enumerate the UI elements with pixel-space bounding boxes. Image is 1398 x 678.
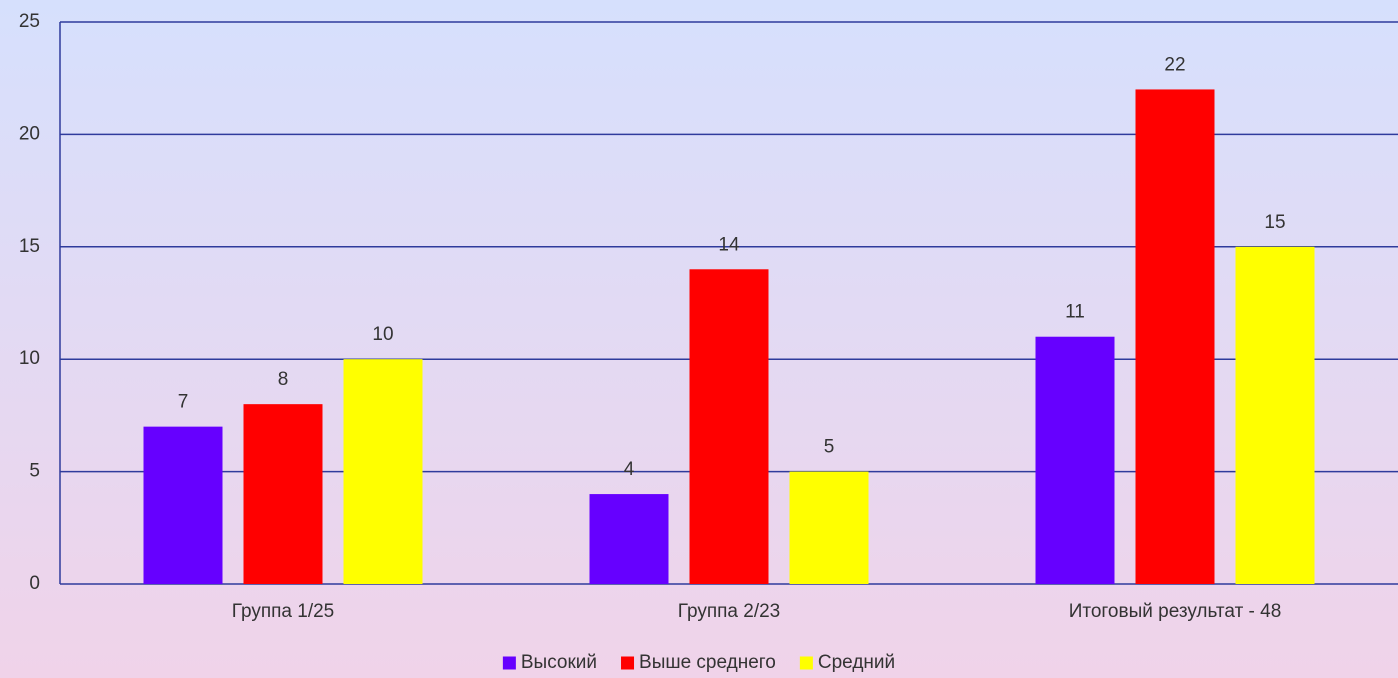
data-label: 14 [718,234,740,255]
y-tick-label: 5 [29,461,40,482]
y-tick-label: 15 [19,236,40,257]
bar [789,471,869,584]
x-tick-label: Группа 1/25 [232,601,334,622]
legend-swatch [799,656,813,670]
data-label: 4 [624,459,635,480]
bar [243,404,323,584]
y-tick-label: 25 [19,11,40,32]
bar [343,359,423,584]
data-label: 10 [372,324,393,345]
x-tick-label: Группа 2/23 [678,601,780,622]
legend-swatch [621,656,635,670]
y-tick-label: 20 [19,123,40,144]
legend-label: Выше среднего [639,652,776,673]
legend-label: Средний [818,652,895,673]
y-tick-label: 10 [19,348,40,369]
legend-swatch [502,656,516,670]
bar [589,494,669,584]
data-label: 22 [1164,54,1185,75]
bar [1135,89,1215,584]
bar [1235,246,1315,585]
data-label: 5 [824,437,835,458]
data-label: 15 [1264,212,1285,233]
data-label: 7 [178,392,189,413]
data-label: 8 [278,369,289,390]
data-label: 11 [1065,302,1085,323]
legend-label: Высокий [521,652,597,673]
bar [689,269,769,584]
x-tick-label: Итоговый результат - 48 [1069,601,1282,622]
y-tick-label: 0 [29,573,40,594]
bar [143,426,223,584]
bar [1035,336,1115,584]
